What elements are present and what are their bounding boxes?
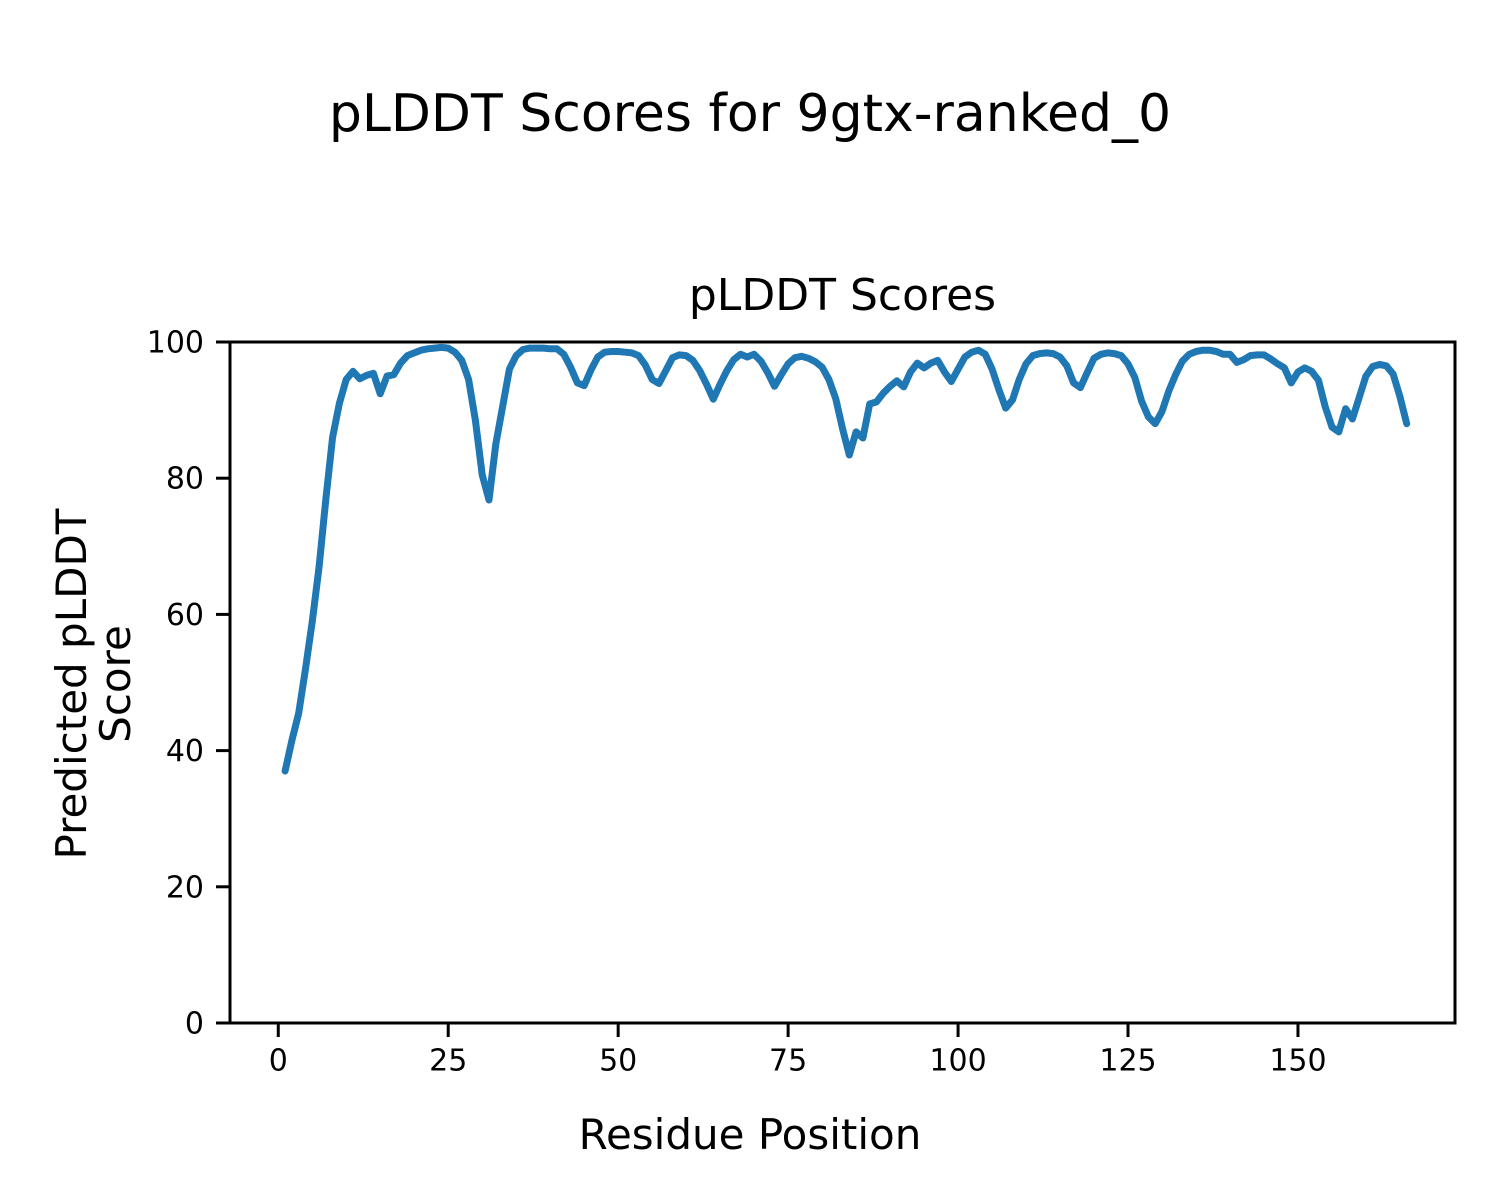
x-tick-label: 150 xyxy=(1269,1044,1326,1079)
x-tick-label: 100 xyxy=(929,1044,986,1079)
x-tick-label: 25 xyxy=(429,1044,467,1079)
x-tick-label: 0 xyxy=(269,1044,288,1079)
plot-box xyxy=(228,340,1457,1025)
y-tick-label: 40 xyxy=(166,734,204,769)
y-tick-label: 0 xyxy=(185,1007,204,1042)
axes-title: pLDDT Scores xyxy=(688,270,997,321)
y-axis-ticks: 0 20 40 60 80 100 xyxy=(147,326,230,1042)
y-tick-label: 80 xyxy=(166,462,204,497)
x-tick-label: 125 xyxy=(1099,1044,1156,1079)
y-tick-label: 100 xyxy=(147,326,204,361)
x-tick-label: 75 xyxy=(769,1044,807,1079)
plddt-line xyxy=(281,343,1411,775)
x-tick-label: 50 xyxy=(599,1044,637,1079)
x-axis-label: Residue Position xyxy=(578,1110,922,1159)
y-tick-label: 20 xyxy=(166,870,204,905)
figure-title: pLDDT Scores for 9gtx-ranked_0 xyxy=(328,84,1172,144)
y-tick-label: 60 xyxy=(166,598,204,633)
x-axis-ticks: 0 25 50 75 100 125 150 xyxy=(269,1023,1327,1079)
